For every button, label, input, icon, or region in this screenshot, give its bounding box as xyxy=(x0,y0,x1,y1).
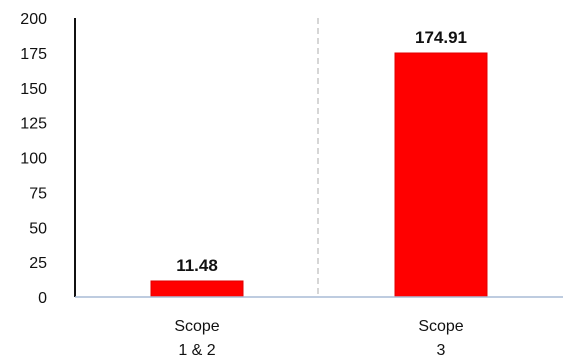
y-tick-label: 150 xyxy=(20,81,47,98)
y-tick-label: 75 xyxy=(29,185,47,202)
x-tick-label: Scope 1 & 2 xyxy=(174,318,219,359)
y-tick-label: 25 xyxy=(29,255,47,272)
bar xyxy=(150,280,244,298)
data-labels: 11.48 174.91 xyxy=(176,28,467,275)
x-tick-label: Scope 3 xyxy=(418,318,463,359)
x-tick-label-line: Scope xyxy=(418,318,463,335)
data-label: 174.91 xyxy=(415,28,467,47)
bars xyxy=(150,52,488,298)
x-tick-label-line: 1 & 2 xyxy=(178,342,215,359)
y-tick-label: 100 xyxy=(20,151,47,168)
y-axis: 0 25 50 75 100 125 150 175 200 xyxy=(20,11,76,307)
data-label: 11.48 xyxy=(176,256,218,275)
x-axis: Scope 1 & 2 Scope 3 xyxy=(75,296,563,359)
x-tick-label-line: 3 xyxy=(437,342,446,359)
x-tick-label-line: Scope xyxy=(174,318,219,335)
y-tick-label: 0 xyxy=(38,290,47,307)
y-tick-label: 125 xyxy=(20,116,47,133)
y-tick-label: 175 xyxy=(20,46,47,63)
bar xyxy=(394,52,488,298)
y-tick-label: 200 xyxy=(20,11,47,28)
y-tick-label: 50 xyxy=(29,220,47,237)
